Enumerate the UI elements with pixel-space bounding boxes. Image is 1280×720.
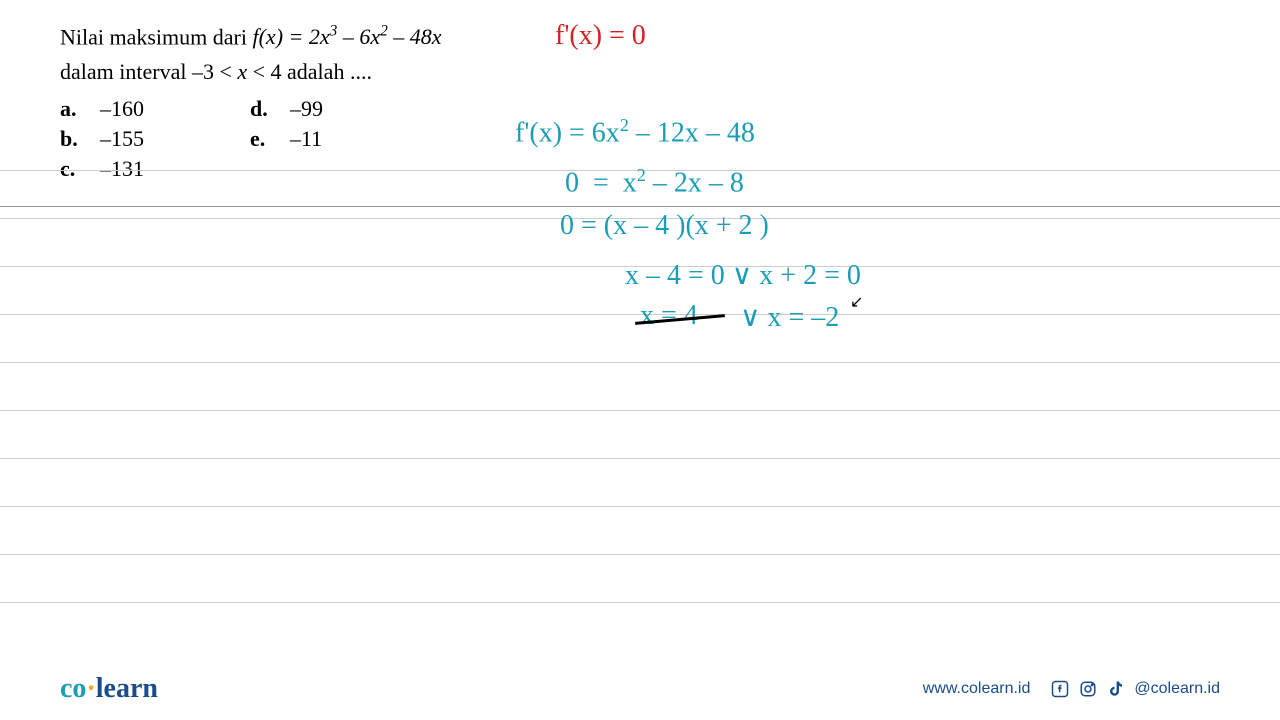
footer-right: www.colearn.id @colearn.id bbox=[923, 679, 1220, 699]
social-icons: @colearn.id bbox=[1050, 679, 1220, 699]
tiktok-icon bbox=[1106, 679, 1126, 699]
handwriting-eq5: x – 4 = 0 ∨ x + 2 = 0 bbox=[625, 258, 861, 292]
option-letter: b. bbox=[60, 126, 80, 152]
question-line-2: dalam interval –3 < x < 4 adalah .... bbox=[60, 55, 1220, 88]
facebook-icon bbox=[1050, 679, 1070, 699]
lined-paper bbox=[0, 170, 1280, 660]
handwriting-eq2: f'(x) = 6x2 – 12x – 48 bbox=[515, 115, 755, 149]
logo-co: co bbox=[60, 673, 86, 704]
option-letter: e. bbox=[250, 126, 270, 152]
handwriting-eq3: 0 = x2 – 2x – 8 bbox=[565, 165, 744, 199]
handwriting-eq6b: ∨ x = –2 bbox=[740, 300, 839, 334]
option-value: –11 bbox=[290, 126, 340, 152]
rule-line bbox=[0, 458, 1280, 506]
instagram-icon bbox=[1078, 679, 1098, 699]
handwriting-eq6a: x = 4 bbox=[640, 300, 698, 332]
footer: co·learn www.colearn.id @colearn.id bbox=[0, 673, 1280, 705]
rule-line bbox=[0, 602, 1280, 650]
option-b: b. –155 bbox=[60, 126, 150, 152]
logo: co·learn bbox=[60, 673, 158, 705]
logo-learn: learn bbox=[96, 673, 158, 704]
option-value: –155 bbox=[100, 126, 150, 152]
option-letter: a. bbox=[60, 96, 80, 122]
question-formula: f(x) = 2x3 – 6x2 – 48x bbox=[252, 24, 441, 49]
question-prefix: Nilai maksimum dari bbox=[60, 24, 252, 49]
option-value: –99 bbox=[290, 96, 340, 122]
rule-line bbox=[0, 410, 1280, 458]
arrow-mark: ↙ bbox=[850, 292, 863, 312]
footer-url: www.colearn.id bbox=[923, 680, 1031, 698]
option-e: e. –11 bbox=[250, 126, 340, 152]
option-letter: d. bbox=[250, 96, 270, 122]
option-value: –160 bbox=[100, 96, 150, 122]
rule-line bbox=[0, 362, 1280, 410]
logo-dot: · bbox=[86, 673, 95, 704]
handwriting-eq1: f'(x) = 0 bbox=[555, 20, 646, 52]
rule-line bbox=[0, 554, 1280, 602]
footer-handle: @colearn.id bbox=[1134, 680, 1220, 698]
option-d: d. –99 bbox=[250, 96, 340, 122]
rule-line bbox=[0, 506, 1280, 554]
handwriting-eq4: 0 = (x – 4 )(x + 2 ) bbox=[560, 210, 769, 242]
option-a: a. –160 bbox=[60, 96, 150, 122]
